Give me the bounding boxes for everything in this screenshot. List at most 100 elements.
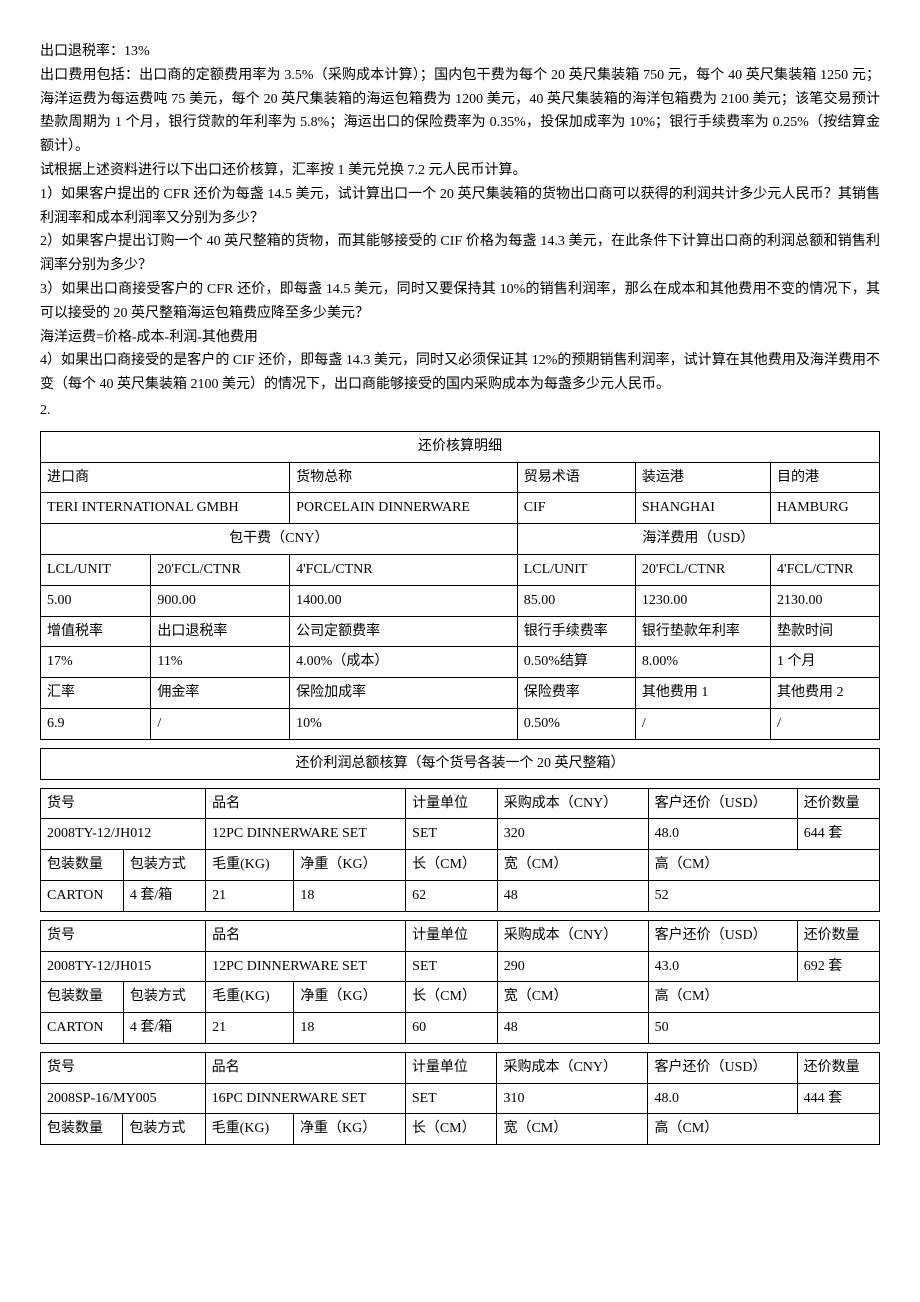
section-header: 包干费（CNY） — [41, 524, 518, 555]
cell: 62 — [406, 880, 498, 911]
intro-line: 出口退税率：13% — [40, 40, 880, 64]
col-header: 计量单位 — [405, 1052, 497, 1083]
col-header: LCL/UNIT — [517, 554, 635, 585]
cell: 48.0 — [648, 819, 797, 850]
cell: SET — [406, 819, 498, 850]
cell: 1 个月 — [771, 647, 880, 678]
col-header: 品名 — [205, 1052, 405, 1083]
cell: SHANGHAI — [635, 493, 770, 524]
col-header: 客户还价（USD） — [648, 1052, 797, 1083]
col-header: 货号 — [41, 920, 206, 951]
header-term: 贸易术语 — [517, 462, 635, 493]
col-header: 保险费率 — [517, 678, 635, 709]
header-loadport: 装运港 — [635, 462, 770, 493]
cell: 320 — [497, 819, 648, 850]
cell: TERI INTERNATIONAL GMBH — [41, 493, 290, 524]
cell: 52 — [648, 880, 879, 911]
cell: 444 套 — [797, 1083, 879, 1114]
col-header: 长（CM） — [405, 1114, 497, 1145]
cell: SET — [405, 1083, 497, 1114]
cell: 60 — [406, 1013, 498, 1044]
product-table: 货号 品名 计量单位 采购成本（CNY） 客户还价（USD） 还价数量 2008… — [40, 1052, 880, 1145]
col-header: 计量单位 — [406, 920, 498, 951]
col-header: 包装数量 — [41, 982, 124, 1013]
col-header: 其他费用 1 — [635, 678, 770, 709]
col-header: 还价数量 — [797, 1052, 879, 1083]
col-header: 其他费用 2 — [771, 678, 880, 709]
cell: / — [771, 708, 880, 739]
col-header: 4'FCL/CTNR — [290, 554, 518, 585]
col-header: 毛重(KG) — [206, 850, 294, 881]
col-header: 净重（KG） — [294, 850, 406, 881]
header-importer: 进口商 — [41, 462, 290, 493]
col-header: 品名 — [206, 920, 406, 951]
cell: HAMBURG — [771, 493, 880, 524]
product-table: 货号 品名 计量单位 采购成本（CNY） 客户还价（USD） 还价数量 2008… — [40, 788, 880, 912]
col-header: 客户还价（USD） — [648, 920, 797, 951]
cell: 12PC DINNERWARE SET — [206, 819, 406, 850]
product-table: 货号 品名 计量单位 采购成本（CNY） 客户还价（USD） 还价数量 2008… — [40, 920, 880, 1044]
cell: CARTON — [41, 880, 124, 911]
pricing-detail-table: 还价核算明细 进口商 货物总称 贸易术语 装运港 目的港 TERI INTERN… — [40, 431, 880, 740]
col-header: 20'FCL/CTNR — [151, 554, 290, 585]
cell: SET — [406, 951, 498, 982]
col-header: 客户还价（USD） — [648, 788, 797, 819]
col-header: 毛重(KG) — [205, 1114, 293, 1145]
cell: 4 套/箱 — [123, 880, 205, 911]
header-destport: 目的港 — [771, 462, 880, 493]
col-header: 高（CM） — [648, 982, 879, 1013]
col-header: LCL/UNIT — [41, 554, 151, 585]
cell: 48 — [497, 1013, 648, 1044]
cell: 10% — [290, 708, 518, 739]
col-header: 货号 — [41, 1052, 206, 1083]
header-goods: 货物总称 — [290, 462, 518, 493]
col-header: 毛重(KG) — [206, 982, 294, 1013]
col-header: 包装方式 — [123, 850, 205, 881]
col-header: 净重（KG） — [294, 982, 406, 1013]
cell: 4.00%（成本） — [290, 647, 518, 678]
cell: 48.0 — [648, 1083, 797, 1114]
col-header: 采购成本（CNY） — [497, 788, 648, 819]
cell: 8.00% — [635, 647, 770, 678]
intro-line: 出口费用包括：出口商的定额费用率为 3.5%（采购成本计算）；国内包干费为每个 … — [40, 64, 880, 159]
cell: 2008TY-12/JH015 — [41, 951, 206, 982]
col-header: 银行垫款年利率 — [635, 616, 770, 647]
cell: 5.00 — [41, 585, 151, 616]
col-header: 还价数量 — [797, 920, 879, 951]
formula-line: 海洋运费=价格-成本-利润-其他费用 — [40, 326, 880, 350]
question-1: 1）如果客户提出的 CFR 还价为每盏 14.5 美元，试计算出口一个 20 英… — [40, 183, 880, 231]
cell: 290 — [497, 951, 648, 982]
cell: 1400.00 — [290, 585, 518, 616]
cell: 18 — [294, 1013, 406, 1044]
col-header: 垫款时间 — [771, 616, 880, 647]
col-header: 保险加成率 — [290, 678, 518, 709]
col-header: 包装数量 — [41, 850, 124, 881]
cell: 85.00 — [517, 585, 635, 616]
question-4: 4）如果出口商接受的是客户的 CIF 还价，即每盏 14.3 美元，同时又必须保… — [40, 349, 880, 397]
col-header: 品名 — [206, 788, 406, 819]
cell: 21 — [206, 1013, 294, 1044]
cell: 2008TY-12/JH012 — [41, 819, 206, 850]
cell: / — [635, 708, 770, 739]
intro-line: 试根据上述资料进行以下出口还价核算，汇率按 1 美元兑换 7.2 元人民币计算。 — [40, 159, 880, 183]
col-header: 20'FCL/CTNR — [635, 554, 770, 585]
cell: 6.9 — [41, 708, 151, 739]
cell: 2130.00 — [771, 585, 880, 616]
cell: / — [151, 708, 290, 739]
cell: 692 套 — [797, 951, 879, 982]
col-header: 增值税率 — [41, 616, 151, 647]
cell: 43.0 — [648, 951, 797, 982]
col-header: 包装数量 — [41, 1114, 123, 1145]
question-3: 3）如果出口商接受客户的 CFR 还价，即每盏 14.5 美元，同时又要保持其 … — [40, 278, 880, 326]
cell: 1230.00 — [635, 585, 770, 616]
cell: CIF — [517, 493, 635, 524]
cell: 0.50%结算 — [517, 647, 635, 678]
col-header: 宽（CM） — [497, 1114, 648, 1145]
col-header: 长（CM） — [406, 850, 498, 881]
cell: 4 套/箱 — [123, 1013, 205, 1044]
col-header: 高（CM） — [648, 850, 879, 881]
table-title: 还价核算明细 — [41, 431, 880, 462]
question-2: 2）如果客户提出订购一个 40 英尺整箱的货物，而其能够接受的 CIF 价格为每… — [40, 230, 880, 278]
cell: 21 — [206, 880, 294, 911]
col-header: 出口退税率 — [151, 616, 290, 647]
